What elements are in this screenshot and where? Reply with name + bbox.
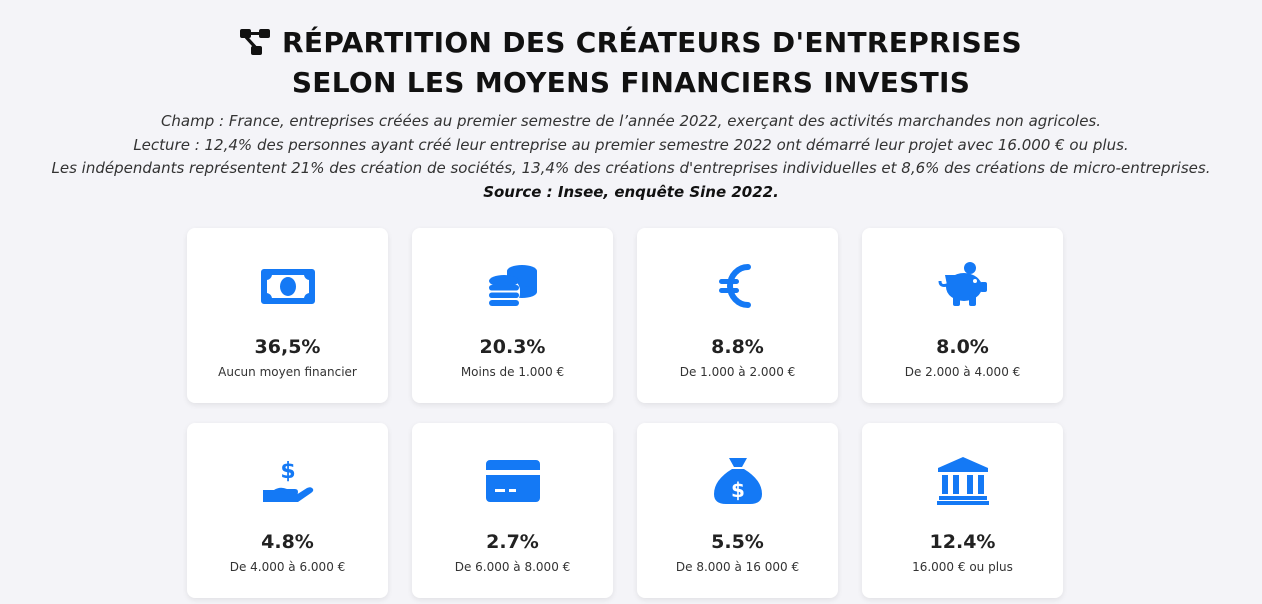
stat-label: De 4.000 à 6.000 € bbox=[229, 560, 346, 574]
stat-card: 36,5% Aucun moyen financier bbox=[187, 228, 388, 403]
hand-dollar-icon: $ bbox=[259, 456, 317, 506]
stat-value: 12.4% bbox=[929, 531, 996, 553]
stat-label: De 2.000 à 4.000 € bbox=[904, 365, 1021, 379]
stats-grid: 36,5% Aucun moyen financier 20.3% Moins … bbox=[187, 228, 1063, 598]
title-line-2: SELON LES MOYENS FINANCIERS INVESTIS bbox=[291, 66, 971, 99]
stat-label: De 6.000 à 8.000 € bbox=[454, 560, 571, 574]
stat-card: 2.7% De 6.000 à 8.000 € bbox=[412, 423, 613, 598]
stat-value: 4.8% bbox=[261, 531, 314, 553]
champ-text: Champ : France, entreprises créées au pr… bbox=[160, 112, 1102, 130]
network-icon bbox=[240, 27, 271, 64]
piggy-bank-icon bbox=[934, 261, 992, 311]
stat-value: 8.8% bbox=[711, 336, 764, 358]
title-text-1: RÉPARTITION DES CRÉATEURS D'ENTREPRISES bbox=[282, 26, 1022, 59]
svg-text:$: $ bbox=[280, 459, 295, 484]
stat-value: 2.7% bbox=[486, 531, 539, 553]
stat-value: 20.3% bbox=[479, 336, 546, 358]
stat-value: 36,5% bbox=[254, 336, 321, 358]
stat-card: 8.0% De 2.000 à 4.000 € bbox=[862, 228, 1063, 403]
source-text: Source : Insee, enquête Sine 2022. bbox=[483, 182, 779, 201]
money-bag-icon: $ bbox=[709, 456, 767, 506]
stat-card: 20.3% Moins de 1.000 € bbox=[412, 228, 613, 403]
page-title: RÉPARTITION DES CRÉATEURS D'ENTREPRISES … bbox=[0, 24, 1262, 101]
stat-label: De 8.000 à 16 000 € bbox=[675, 560, 800, 574]
money-bill-icon bbox=[259, 261, 317, 311]
svg-text:$: $ bbox=[731, 478, 745, 502]
bank-icon bbox=[934, 456, 992, 506]
coins-icon bbox=[484, 261, 542, 311]
stat-card: 8.8% De 1.000 à 2.000 € bbox=[637, 228, 838, 403]
stat-card: $ 5.5% De 8.000 à 16 000 € bbox=[637, 423, 838, 598]
stat-label: Aucun moyen financier bbox=[218, 365, 357, 379]
stat-label: De 1.000 à 2.000 € bbox=[679, 365, 796, 379]
stat-value: 8.0% bbox=[936, 336, 989, 358]
euro-icon bbox=[709, 261, 767, 311]
stat-card: 12.4% 16.000 € ou plus bbox=[862, 423, 1063, 598]
stat-value: 5.5% bbox=[711, 531, 764, 553]
credit-card-icon bbox=[484, 456, 542, 506]
stat-label: 16.000 € ou plus bbox=[912, 560, 1013, 574]
lecture-text: Lecture : 12,4% des personnes ayant créé… bbox=[133, 135, 1129, 154]
stat-card: $ 4.8% De 4.000 à 6.000 € bbox=[187, 423, 388, 598]
title-line-1: RÉPARTITION DES CRÉATEURS D'ENTREPRISES bbox=[0, 24, 1262, 64]
stat-label: Moins de 1.000 € bbox=[460, 365, 565, 379]
header: RÉPARTITION DES CRÉATEURS D'ENTREPRISES … bbox=[0, 0, 1262, 204]
independants-text: Les indépendants représentent 21% des cr… bbox=[51, 159, 1211, 177]
description: Champ : France, entreprises créées au pr… bbox=[0, 110, 1262, 204]
